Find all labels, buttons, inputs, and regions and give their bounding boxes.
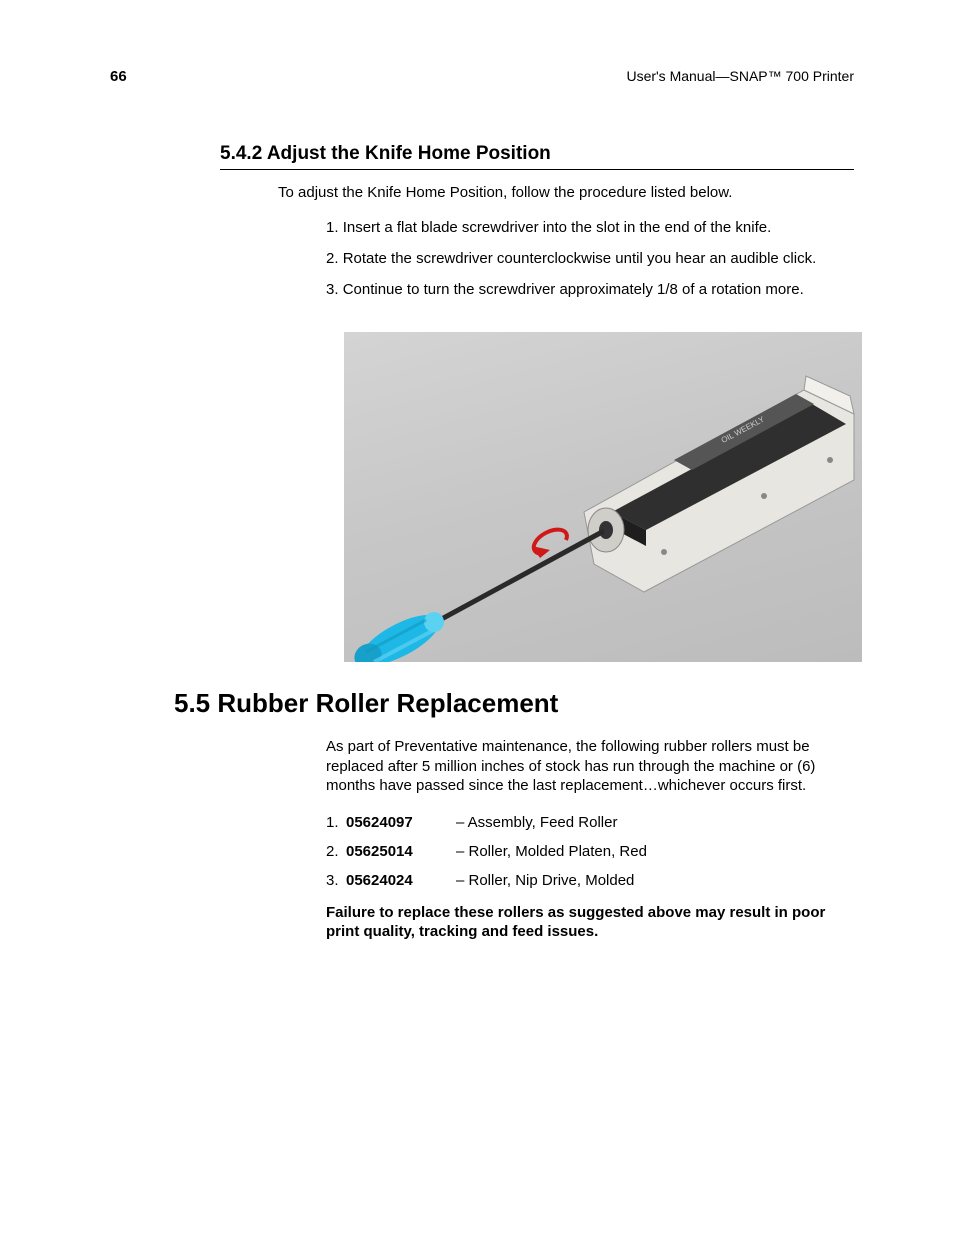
knife-adjust-figure: OIL WEEKLY [344, 332, 862, 662]
section-55-heading: 5.5 Rubber Roller Replacement [174, 688, 854, 719]
step-1-text: Insert a flat blade screwdriver into the… [343, 219, 772, 236]
part-3-desc: – Roller, Nip Drive, Molded [456, 872, 634, 889]
section-55-body: As part of Preventative maintenance, the… [326, 737, 844, 796]
part-row-3: 3. 05624024 – Roller, Nip Drive, Molded [326, 872, 854, 889]
section-542-intro: To adjust the Knife Home Position, follo… [278, 184, 854, 201]
step-3: 3. Continue to turn the screwdriver appr… [326, 281, 854, 298]
part-3-code: 05624024 [346, 872, 456, 889]
page-header: 66 User's Manual—SNAP™ 700 Printer [110, 68, 854, 85]
section-55-warning: Failure to replace these rollers as sugg… [326, 903, 844, 942]
page-number: 66 [110, 68, 127, 85]
part-3-num: 3. [326, 872, 346, 889]
step-3-text: Continue to turn the screwdriver approxi… [343, 281, 804, 298]
part-1-num: 1. [326, 814, 346, 831]
part-row-2: 2. 05625014 – Roller, Molded Platen, Red [326, 843, 854, 860]
part-row-1: 1. 05624097 – Assembly, Feed Roller [326, 814, 854, 831]
section-542-steps: 1. Insert a flat blade screwdriver into … [326, 219, 854, 298]
part-2-num: 2. [326, 843, 346, 860]
parts-list: 1. 05624097 – Assembly, Feed Roller 2. 0… [326, 814, 854, 889]
step-2-text: Rotate the screwdriver counterclockwise … [343, 250, 817, 267]
section-542-heading: 5.4.2 Adjust the Knife Home Position [220, 143, 854, 170]
part-1-code: 05624097 [346, 814, 456, 831]
header-title: User's Manual—SNAP™ 700 Printer [626, 68, 854, 84]
step-2: 2. Rotate the screwdriver counterclockwi… [326, 250, 854, 267]
part-2-code: 05625014 [346, 843, 456, 860]
step-1: 1. Insert a flat blade screwdriver into … [326, 219, 854, 236]
screwdriver-icon [350, 605, 446, 662]
knife-figure-svg: OIL WEEKLY [344, 332, 862, 662]
part-1-desc: – Assembly, Feed Roller [456, 814, 617, 831]
part-2-desc: – Roller, Molded Platen, Red [456, 843, 647, 860]
